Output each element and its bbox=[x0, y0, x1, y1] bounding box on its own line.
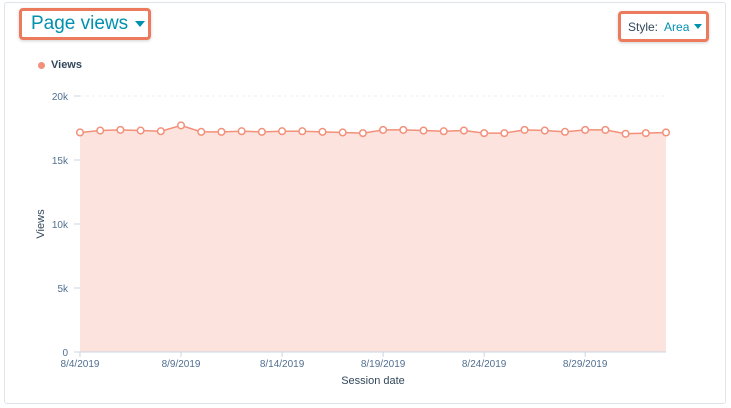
y-axis-title: Views bbox=[35, 209, 47, 239]
data-point bbox=[197, 127, 206, 136]
style-value: Area bbox=[664, 19, 690, 34]
area-fill-layer bbox=[80, 125, 666, 352]
data-point bbox=[560, 127, 570, 136]
legend-swatch bbox=[38, 61, 45, 69]
data-point bbox=[338, 128, 347, 137]
data-point bbox=[520, 125, 529, 134]
chevron-down-icon bbox=[135, 21, 146, 27]
data-point bbox=[379, 125, 388, 134]
data-point bbox=[75, 128, 85, 137]
data-point bbox=[480, 129, 489, 138]
data-point bbox=[318, 127, 327, 136]
metric-dropdown-button[interactable]: Page views bbox=[19, 8, 151, 40]
data-point bbox=[298, 127, 307, 136]
data-point bbox=[136, 126, 145, 135]
y-tick-label: 20k bbox=[52, 92, 69, 103]
data-point bbox=[217, 127, 226, 136]
y-tick-label: 15k bbox=[52, 156, 69, 167]
data-point bbox=[419, 126, 428, 135]
data-point bbox=[459, 126, 468, 135]
x-axis-ticks: 8/4/2019 8/9/2019 8/14/2019 8/19/2019 8/24/2… bbox=[61, 352, 608, 370]
data-point bbox=[278, 127, 287, 136]
chart-legend[interactable]: Views bbox=[38, 59, 82, 71]
chart-title: Page views bbox=[31, 13, 129, 34]
y-tick-label: 5k bbox=[57, 284, 69, 295]
data-point bbox=[237, 127, 246, 136]
style-label: Style: bbox=[628, 19, 659, 34]
x-tick-label: 8/9/2019 bbox=[162, 359, 201, 370]
data-point bbox=[439, 127, 448, 136]
x-tick-label: 8/4/2019 bbox=[61, 359, 100, 370]
data-point bbox=[257, 127, 266, 136]
legend-label: Views bbox=[51, 59, 82, 71]
x-tick-label: 8/29/2019 bbox=[563, 359, 608, 370]
data-point bbox=[661, 128, 671, 137]
y-tick-label: 10k bbox=[52, 220, 69, 231]
data-point bbox=[156, 127, 165, 136]
x-tick-label: 8/24/2019 bbox=[462, 359, 507, 370]
data-point bbox=[581, 125, 590, 134]
data-point bbox=[500, 129, 509, 138]
y-axis-ticks: 0 5k 10k 15k 20k bbox=[52, 92, 80, 359]
x-axis-title: Session date bbox=[341, 375, 405, 387]
chart-style-dropdown[interactable]: Style: Area bbox=[618, 11, 709, 42]
data-point bbox=[116, 125, 125, 134]
data-point bbox=[358, 129, 367, 138]
data-points-layer bbox=[75, 121, 671, 138]
series-area bbox=[80, 125, 666, 352]
data-point bbox=[621, 129, 630, 138]
chevron-down-icon bbox=[694, 24, 703, 29]
data-point bbox=[176, 121, 186, 130]
x-tick-label: 8/19/2019 bbox=[361, 359, 406, 370]
data-point bbox=[96, 126, 105, 135]
data-point bbox=[540, 126, 549, 135]
y-tick-label: 0 bbox=[62, 348, 68, 359]
data-point bbox=[399, 125, 408, 134]
data-point bbox=[601, 125, 610, 134]
x-tick-label: 8/14/2019 bbox=[260, 359, 305, 370]
data-point bbox=[641, 129, 650, 138]
